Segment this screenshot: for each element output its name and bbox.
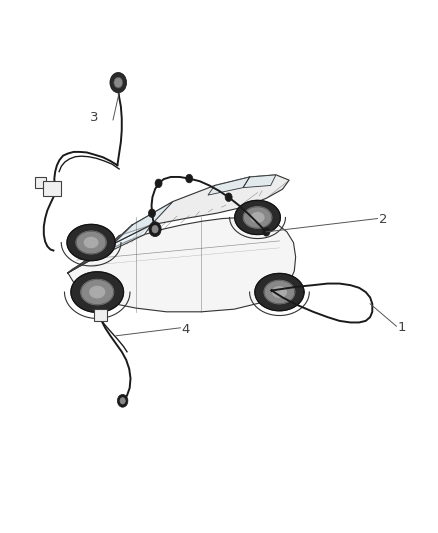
Text: 3: 3	[90, 111, 99, 124]
Circle shape	[152, 225, 159, 233]
Polygon shape	[208, 177, 250, 195]
Circle shape	[186, 174, 193, 183]
Circle shape	[120, 398, 125, 404]
Polygon shape	[85, 237, 98, 248]
Polygon shape	[67, 224, 115, 261]
Polygon shape	[264, 280, 295, 304]
Polygon shape	[113, 201, 173, 244]
Circle shape	[148, 209, 155, 217]
Polygon shape	[81, 279, 113, 305]
Polygon shape	[244, 207, 272, 228]
Circle shape	[225, 193, 232, 201]
Polygon shape	[255, 273, 304, 311]
Circle shape	[149, 222, 161, 237]
Circle shape	[263, 228, 270, 236]
Polygon shape	[76, 231, 106, 254]
Bar	[35, 177, 46, 188]
Polygon shape	[68, 225, 132, 273]
Text: 2: 2	[379, 213, 387, 226]
Polygon shape	[235, 200, 280, 235]
Polygon shape	[243, 175, 276, 188]
Polygon shape	[71, 272, 124, 312]
Polygon shape	[251, 213, 264, 222]
Circle shape	[114, 77, 123, 88]
Circle shape	[152, 225, 158, 233]
Polygon shape	[100, 175, 289, 255]
Text: 4: 4	[182, 323, 190, 336]
Circle shape	[155, 179, 162, 188]
Circle shape	[110, 72, 127, 93]
Text: 1: 1	[398, 321, 406, 334]
Polygon shape	[107, 225, 151, 253]
Polygon shape	[90, 286, 105, 298]
Circle shape	[117, 394, 128, 407]
Bar	[43, 181, 61, 196]
Polygon shape	[272, 287, 286, 297]
Bar	[94, 309, 107, 321]
Polygon shape	[68, 217, 296, 312]
